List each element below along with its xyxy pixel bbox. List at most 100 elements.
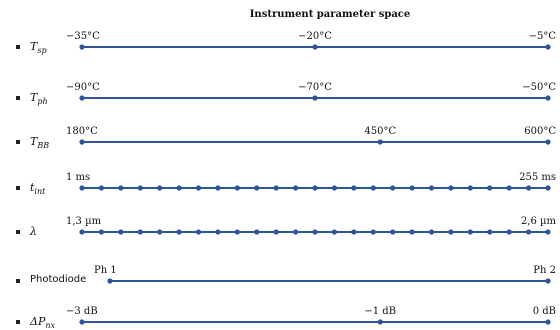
sample-point — [428, 185, 435, 191]
value-label: 0 dB — [533, 306, 556, 317]
sample-point — [545, 319, 551, 325]
param-subscript: int — [34, 187, 46, 197]
sample-point — [545, 139, 551, 145]
sample-point — [545, 44, 551, 50]
sample-point — [545, 185, 551, 191]
sample-point — [234, 185, 240, 191]
param-label-dpnx: ΔPnx — [30, 315, 55, 330]
sample-point — [79, 95, 85, 101]
sample-point — [370, 185, 376, 191]
value-label: −90°C — [66, 82, 100, 93]
sample-point — [292, 229, 299, 235]
value-label: 600°C — [524, 126, 556, 137]
sample-point — [390, 185, 396, 191]
param-label-tsp: Tsp — [30, 40, 47, 55]
value-label: Ph 1 — [94, 265, 117, 276]
sample-point — [195, 185, 202, 191]
row-bullet — [16, 45, 20, 49]
row-bullet — [16, 96, 20, 100]
param-symbol: T — [30, 40, 38, 53]
row-bullet — [16, 186, 20, 190]
sample-point — [312, 44, 318, 50]
param-label-tint: tint — [30, 181, 45, 196]
sample-point — [377, 139, 383, 145]
sample-point — [176, 185, 182, 191]
value-label: 450°C — [364, 126, 396, 137]
sample-point — [137, 229, 143, 235]
param-subscript: ph — [37, 97, 48, 107]
param-label-tph: Tph — [30, 91, 48, 106]
sample-point — [79, 319, 85, 325]
sample-point — [195, 229, 202, 235]
param-label-lambda: λ — [30, 225, 37, 238]
param-symbol: λ — [30, 225, 37, 238]
sample-point — [525, 229, 532, 235]
sample-point — [428, 229, 435, 235]
param-symbol: t — [30, 181, 35, 194]
sample-point — [448, 185, 454, 191]
sample-point — [467, 185, 473, 191]
sample-point — [312, 229, 318, 235]
sample-point — [98, 185, 105, 191]
value-label: 2,6 µm — [521, 216, 557, 227]
sample-point — [351, 229, 357, 235]
param-label-photodiode: Photodiode — [30, 274, 86, 285]
sample-point — [215, 229, 221, 235]
sample-point — [506, 185, 512, 191]
param-label-tbb: TBB — [30, 135, 49, 150]
param-subscript: nx — [45, 321, 56, 330]
row-bullet — [16, 320, 20, 324]
sample-point — [176, 229, 182, 235]
sample-point — [118, 229, 124, 235]
value-label: −20°C — [298, 31, 332, 42]
sample-point — [467, 229, 473, 235]
sample-point — [409, 185, 415, 191]
value-label: 1 ms — [66, 172, 90, 183]
sample-point — [79, 185, 85, 191]
sample-point — [377, 319, 383, 325]
value-label: −70°C — [298, 82, 332, 93]
param-symbol: T — [30, 91, 38, 104]
row-bullet — [16, 279, 20, 283]
sample-point — [215, 185, 221, 191]
sample-point — [273, 185, 279, 191]
param-symbol: ΔP — [30, 315, 46, 328]
sample-point — [254, 185, 260, 191]
param-symbol: T — [30, 135, 38, 148]
sample-point — [273, 229, 279, 235]
sample-point — [312, 185, 318, 191]
sample-point — [351, 185, 357, 191]
sample-point — [137, 185, 143, 191]
sample-point — [487, 185, 493, 191]
sample-point — [370, 229, 376, 235]
value-label: 1,3 µm — [66, 216, 102, 227]
sample-point — [525, 185, 532, 191]
sample-point — [506, 229, 512, 235]
param-subscript: sp — [37, 46, 47, 56]
value-label: −3 dB — [66, 306, 98, 317]
value-label: 180°C — [66, 126, 98, 137]
sample-point — [331, 229, 338, 235]
sample-point — [448, 229, 454, 235]
value-label: Ph 2 — [533, 265, 556, 276]
sample-point — [79, 44, 85, 50]
sample-point — [390, 229, 396, 235]
sample-point — [545, 95, 551, 101]
sample-point — [312, 95, 318, 101]
sample-point — [545, 229, 551, 235]
value-label: 255 ms — [519, 172, 556, 183]
row-bullet — [16, 230, 20, 234]
sample-point — [254, 229, 260, 235]
param-subscript: BB — [37, 141, 50, 151]
sample-point — [79, 139, 85, 145]
sample-point — [157, 185, 163, 191]
sample-point — [487, 229, 493, 235]
sample-point — [292, 185, 299, 191]
figure-title: Instrument parameter space — [249, 9, 411, 20]
param-symbol: Photodiode — [30, 274, 87, 285]
sample-point — [79, 229, 85, 235]
value-label: −50°C — [522, 82, 556, 93]
sample-point — [545, 278, 551, 284]
row-bullet — [16, 140, 20, 144]
